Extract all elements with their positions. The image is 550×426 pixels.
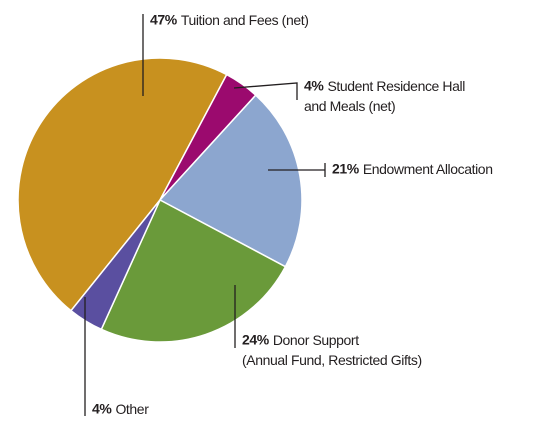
- category-label: Other: [115, 401, 149, 417]
- category-label: Tuition and Fees (net): [181, 12, 309, 28]
- value-label: 4%: [304, 78, 324, 94]
- category-label: Student Residence Hall and Meals (net): [304, 78, 468, 114]
- label-line: (Annual Fund, Restricted Gifts): [242, 352, 422, 368]
- label-line: Other: [115, 401, 149, 417]
- pie-slice: [158, 94, 303, 268]
- value-label: 4%: [92, 401, 112, 417]
- label-line: Endowment Allocation: [363, 161, 493, 177]
- label-line: Donor Support: [273, 332, 362, 348]
- value-label: 21%: [332, 161, 360, 177]
- leader-line: [233, 82, 298, 100]
- label-line: and Meals (net): [304, 98, 395, 114]
- label-line: Tuition and Fees (net): [181, 12, 309, 28]
- category-label: Endowment Allocation: [363, 161, 493, 177]
- pie-slice: [100, 198, 287, 343]
- value-label: 47%: [150, 12, 178, 28]
- value-label: 24%: [242, 332, 270, 348]
- category-label: Donor Support (Annual Fund, Restricted G…: [242, 332, 422, 368]
- pie-slice: [17, 57, 228, 312]
- label-line: Student Residence Hall: [327, 78, 468, 94]
